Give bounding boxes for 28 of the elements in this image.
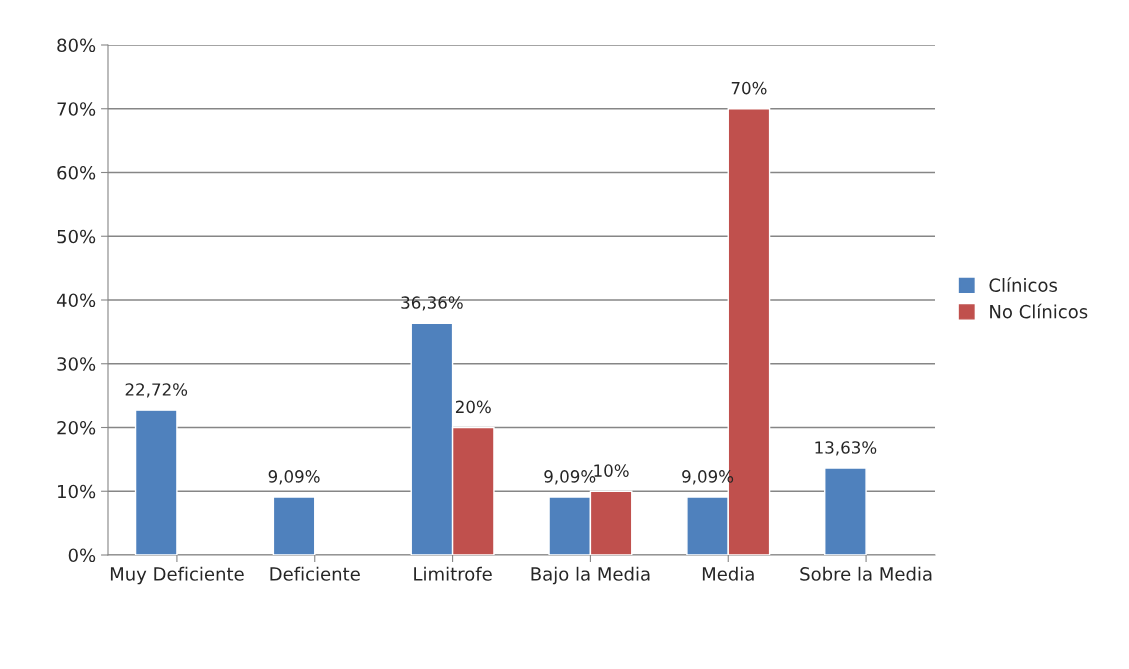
data-label: 10% — [594, 464, 629, 477]
data-label: 36,36% — [401, 296, 463, 311]
x-tick-label: Media — [702, 566, 754, 581]
bar — [272, 496, 316, 555]
x-tick-label: Limitrofe — [414, 566, 492, 581]
y-tick-label: 60% — [57, 165, 96, 180]
y-tick-label: 30% — [57, 357, 96, 371]
legend-label: No Clínicos — [990, 303, 1088, 319]
y-tick-label: 70% — [57, 102, 96, 116]
x-tick-label: Muy Deficiente — [110, 566, 244, 585]
legend-label: Clínicos — [989, 277, 1058, 292]
x-tick-label: Bajo la Media — [531, 566, 650, 585]
data-label: 9,09% — [544, 470, 596, 485]
data-label: 20% — [455, 400, 491, 414]
y-tick-label: 40% — [56, 293, 96, 308]
x-tick-label: Sobre la Media — [800, 566, 932, 581]
data-label: 9,09% — [268, 470, 320, 485]
x-tick-label: Deficiente — [270, 566, 360, 581]
bar — [134, 409, 178, 555]
y-tick-label: 50% — [57, 229, 96, 244]
data-label: 70% — [731, 81, 767, 95]
y-tick-label: 20% — [57, 420, 96, 435]
y-tick-label: 10% — [58, 484, 96, 499]
y-tick-label: 0% — [68, 548, 96, 563]
data-label: 22,72% — [125, 383, 188, 398]
y-tick-label: 80% — [57, 38, 96, 53]
data-label: 13,63% — [815, 441, 877, 456]
bar — [824, 467, 867, 555]
